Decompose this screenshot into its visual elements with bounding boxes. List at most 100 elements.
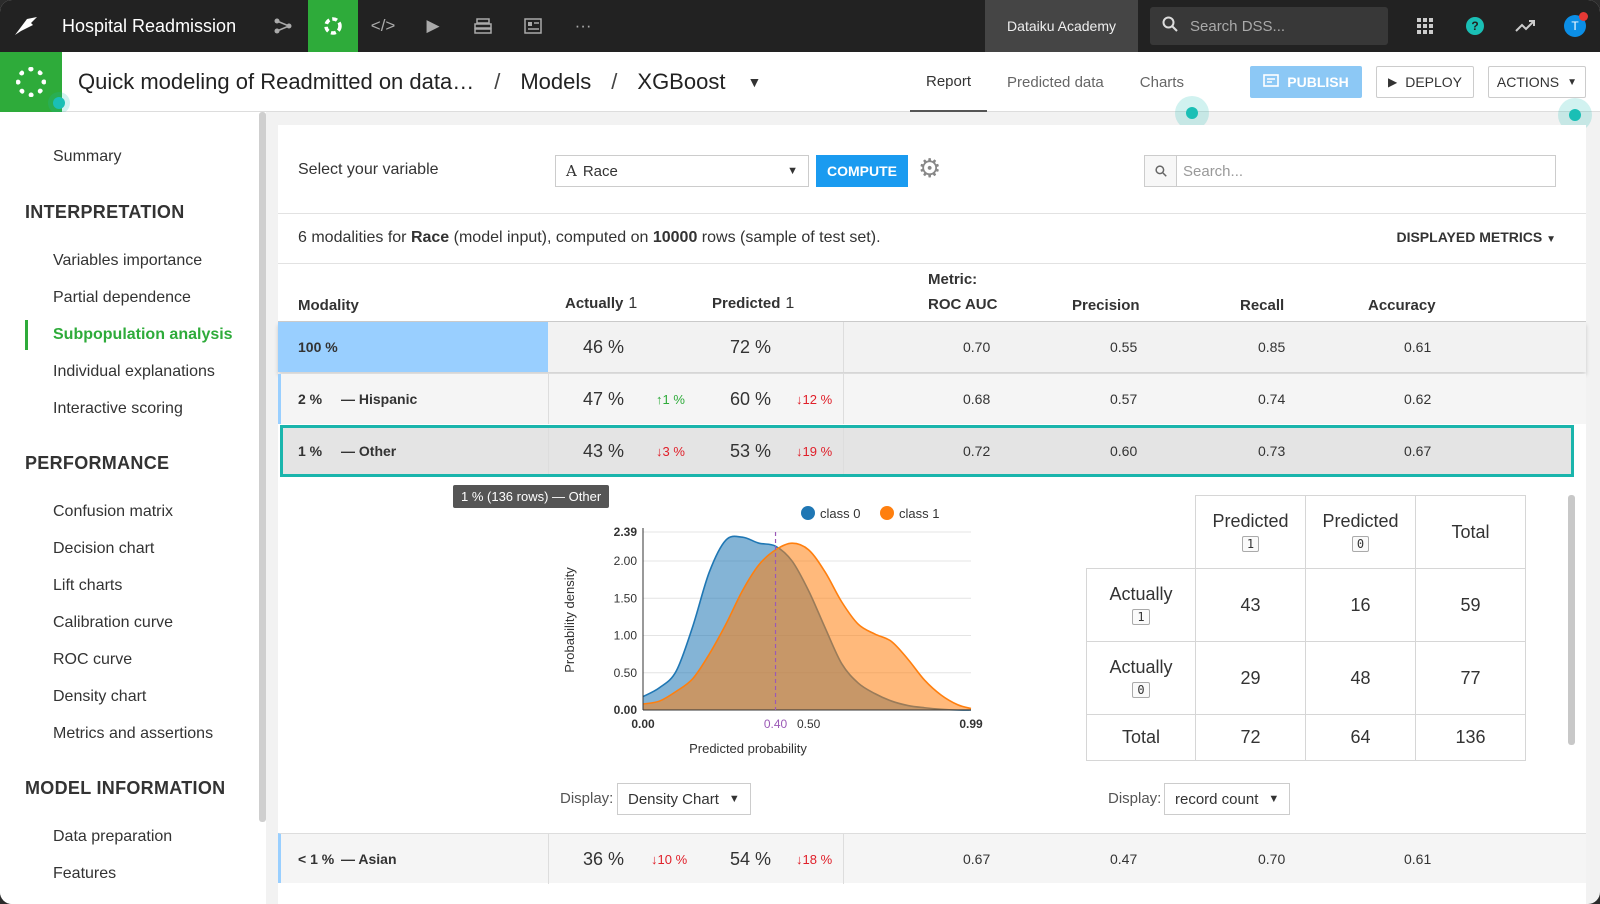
chart-legend: class 0 class 1 <box>801 506 939 521</box>
legend-marker-class0[interactable] <box>801 506 815 520</box>
flow-icon[interactable] <box>258 0 308 52</box>
roc-auc-value: 0.70 <box>963 339 991 355</box>
displayed-metrics-dropdown[interactable]: DISPLAYED METRICS ▼ <box>1396 229 1556 245</box>
search-icon <box>1162 16 1178 37</box>
sidebar-item-subpopulation-analysis[interactable]: Subpopulation analysis <box>53 326 233 343</box>
actually-delta: ↓3 % <box>656 443 685 459</box>
table-row[interactable]: 2 % — Hispanic 47 % ↑1 % 60 % ↓12 % 0.68… <box>278 374 1586 424</box>
publish-button[interactable]: PUBLISH <box>1250 66 1362 98</box>
sidebar-item-variables-importance[interactable]: Variables importance <box>53 252 203 269</box>
global-search-input[interactable]: Search DSS... <box>1150 7 1388 45</box>
col-header-recall[interactable]: Recall <box>1240 297 1285 314</box>
col-header-actually[interactable]: Actually 1 <box>565 295 638 312</box>
y-axis-title: Probability density <box>562 567 577 673</box>
tab-predicted-data[interactable]: Predicted data <box>1007 73 1104 91</box>
apps-grid-icon[interactable] <box>1400 18 1450 34</box>
recall-value: 0.73 <box>1258 443 1286 459</box>
accuracy-value: 0.67 <box>1404 443 1432 459</box>
tour-hotspot[interactable] <box>48 92 70 114</box>
active-indicator <box>25 320 28 350</box>
project-title[interactable]: Hospital Readmission <box>62 15 237 36</box>
more-icon[interactable]: ··· <box>574 16 592 35</box>
legend-label-class1: class 1 <box>899 506 939 521</box>
actions-button[interactable]: ACTIONS ▼ <box>1488 66 1586 98</box>
sidebar-item-partial-dependence[interactable]: Partial dependence <box>53 289 191 306</box>
modalities-summary: 6 modalities for Race (model input), com… <box>298 229 881 246</box>
actually-delta: ↑1 % <box>656 391 685 407</box>
precision-value: 0.60 <box>1110 443 1138 459</box>
sidebar-item-summary[interactable]: Summary <box>53 148 122 165</box>
dataiku-bird-icon[interactable] <box>0 0 52 52</box>
predicted-value: 53 % <box>730 440 772 461</box>
deploy-button[interactable]: ▶ DEPLOY <box>1376 66 1474 98</box>
breadcrumb-separator: / <box>611 68 618 94</box>
gear-icon[interactable]: ⚙ <box>918 153 942 183</box>
table-row[interactable]: < 1 % — Asian 36 % ↓10 % 54 % ↓18 % 0.67… <box>278 833 1586 884</box>
trending-icon[interactable] <box>1500 19 1550 33</box>
lab-models-icon[interactable] <box>308 0 359 52</box>
modality-search-input[interactable]: Search... <box>1144 155 1556 187</box>
y-tick-label: 2.00 <box>614 554 638 568</box>
sidebar-scrollbar[interactable] <box>259 112 266 822</box>
sidebar-item-interactive-scoring[interactable]: Interactive scoring <box>53 400 183 417</box>
col-header-modality[interactable]: Modality <box>298 297 359 314</box>
matrix-display-select[interactable]: record count ▼ <box>1164 783 1291 815</box>
report-tabs: Report Predicted data Charts <box>910 52 1204 112</box>
sidebar-item-roc-curve[interactable]: ROC curve <box>53 651 133 668</box>
predicted-value: 60 % <box>730 388 772 409</box>
sidebar-item-data-preparation[interactable]: Data preparation <box>53 828 173 845</box>
panel-scrollbar[interactable] <box>1568 495 1575 745</box>
accuracy-value: 0.61 <box>1404 851 1432 867</box>
global-search-placeholder: Search DSS... <box>1190 17 1286 35</box>
legend-marker-class1[interactable] <box>880 506 894 520</box>
search-icon <box>1145 156 1177 186</box>
sidebar-item-features[interactable]: Features <box>53 865 117 882</box>
tab-charts[interactable]: Charts <box>1139 73 1184 91</box>
sidebar-item-metrics-assertions[interactable]: Metrics and assertions <box>53 725 214 742</box>
sidebar-item-lift-charts[interactable]: Lift charts <box>53 577 123 594</box>
dashboard-icon[interactable] <box>508 0 558 52</box>
x-tick-label: 0.00 <box>631 717 655 731</box>
jobs-play-icon[interactable]: ▶ <box>426 16 440 35</box>
col-header-predicted[interactable]: Predicted 1 <box>712 295 795 312</box>
tab-report[interactable]: Report <box>910 52 988 112</box>
breadcrumb-analysis[interactable]: Quick modeling of Readmitted on data… <box>78 68 475 94</box>
wiki-stack-icon[interactable] <box>458 0 508 52</box>
caret-down-icon: ▼ <box>1567 76 1578 88</box>
legend-label-class0: class 0 <box>820 506 860 521</box>
search-placeholder: Search... <box>1183 162 1244 180</box>
breadcrumb-models[interactable]: Models <box>520 68 592 94</box>
notification-dot <box>1579 12 1588 21</box>
model-dropdown-caret-icon[interactable]: ▼ <box>747 73 762 90</box>
breadcrumb-model[interactable]: XGBoost <box>637 68 726 94</box>
sidebar-section-interpretation: INTERPRETATION <box>25 202 185 222</box>
density-area-class1 <box>643 543 971 710</box>
sidebar-item-confusion-matrix[interactable]: Confusion matrix <box>53 503 174 520</box>
compute-button[interactable]: COMPUTE <box>816 155 908 187</box>
sidebar-item-individual-explanations[interactable]: Individual explanations <box>53 363 215 380</box>
sidebar-section-performance: PERFORMANCE <box>25 453 170 473</box>
caret-down-icon: ▼ <box>787 165 798 177</box>
chart-display-select[interactable]: Density Chart ▼ <box>617 783 751 815</box>
col-header-accuracy[interactable]: Accuracy <box>1368 297 1436 314</box>
model-header: Quick modeling of Readmitted on data… / … <box>0 51 1600 112</box>
table-row-selected[interactable]: 1 % — Other 43 % ↓3 % 53 % ↓19 % 0.72 0.… <box>280 425 1574 477</box>
precision-value: 0.57 <box>1110 391 1138 407</box>
col-header-roc-auc[interactable]: ROC AUC <box>928 296 998 313</box>
variable-select[interactable]: A Race ▼ <box>555 155 809 187</box>
code-icon[interactable]: </> <box>370 16 396 35</box>
sidebar-item-decision-chart[interactable]: Decision chart <box>53 540 155 557</box>
sidebar-item-calibration-curve[interactable]: Calibration curve <box>53 614 174 631</box>
col-header-precision[interactable]: Precision <box>1072 297 1140 314</box>
actually-delta: ↓10 % <box>651 851 688 867</box>
help-icon[interactable]: ? <box>1450 17 1500 35</box>
academy-link[interactable]: Dataiku Academy <box>985 0 1138 52</box>
table-row-overall[interactable]: 100 % 46 % 72 % 0.70 0.55 0.85 0.61 <box>278 322 1586 372</box>
text-type-icon: A <box>566 162 577 180</box>
y-tick-label: 1.00 <box>614 629 638 643</box>
x-axis-title: Predicted probability <box>689 741 807 756</box>
tour-hotspot[interactable] <box>1175 96 1209 130</box>
sidebar-item-density-chart[interactable]: Density chart <box>53 688 147 705</box>
user-avatar[interactable]: T <box>1550 12 1600 37</box>
